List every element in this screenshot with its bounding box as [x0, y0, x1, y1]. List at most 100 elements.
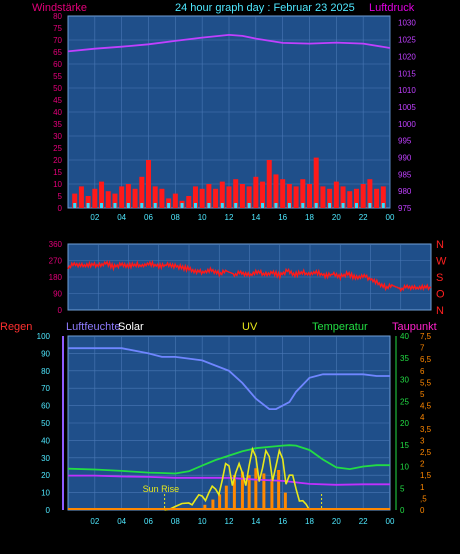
uv-tick-label: 0 — [420, 506, 425, 515]
wind-bar — [307, 184, 312, 208]
wind-bar — [85, 196, 91, 208]
wind-bar — [233, 179, 239, 208]
wind-bar — [213, 188, 219, 208]
solar-bar — [283, 492, 287, 510]
uv-tick-label: 4 — [420, 413, 425, 422]
wind-tick-label: 35 — [53, 120, 62, 129]
wind-bar — [226, 186, 232, 208]
wind-bar — [159, 188, 165, 208]
direction-tick-label: 360 — [49, 240, 63, 249]
regen-tick-label: 0 — [46, 506, 51, 515]
uv-tick-label: 5,5 — [420, 378, 432, 387]
x-tick-label: 06 — [144, 213, 153, 222]
solar-label: Solar — [118, 321, 144, 333]
wind-bar — [380, 186, 386, 208]
temperature-tick-label: 40 — [400, 332, 409, 341]
regen-tick-label: 50 — [41, 419, 50, 428]
gust-baseline-bars — [73, 203, 385, 208]
wind-bar — [239, 184, 245, 208]
pressure-tick-label: 985 — [398, 170, 412, 179]
wind-tick-label: 45 — [53, 96, 62, 105]
direction-tick-label: 270 — [49, 257, 63, 266]
regen-tick-label: 100 — [37, 332, 51, 341]
x-tick-label: 18 — [305, 517, 314, 526]
compass-label: N — [436, 305, 444, 317]
x-tick-label: 14 — [251, 213, 260, 222]
regen-tick-label: 80 — [41, 367, 50, 376]
wind-bar — [266, 160, 272, 208]
gust-bar — [126, 203, 130, 208]
uv-tick-label: 6,5 — [420, 355, 432, 364]
solar-bar — [262, 473, 266, 510]
temperature-tick-label: 15 — [400, 441, 409, 450]
wind-bar — [72, 193, 78, 208]
page-title: 24 hour graph day : Februar 23 2025 — [175, 2, 355, 14]
pressure-tick-label: 995 — [398, 137, 412, 146]
uv-tick-labels: 0 ,5 1 1,5 2 2,5 3 3,5 4 4,5 5 5,5 6 6,5 7 7,5 — [420, 332, 432, 515]
x-tick-label: 08 — [171, 517, 180, 526]
x-tick-label: 16 — [278, 213, 287, 222]
wind-bar — [360, 184, 366, 208]
wind-bar — [313, 157, 319, 208]
taupunkt-label: Taupunkt — [392, 321, 437, 333]
wind-left-tick-labels: 0 5 10 15 20 25 30 35 40 45 50 55 60 65 70 75 80 — [53, 12, 62, 213]
wind-tick-label: 80 — [53, 12, 62, 21]
gust-bar — [234, 203, 238, 208]
wind-bar — [132, 188, 138, 208]
sun-rise-annotation: Sun Rise — [143, 484, 180, 494]
temperature-line — [67, 444, 390, 475]
wind-bar — [340, 186, 346, 208]
gust-bar — [341, 203, 345, 208]
solar-bars — [203, 468, 287, 510]
regen-tick-label: 20 — [41, 471, 50, 480]
wind-tick-label: 10 — [53, 180, 62, 189]
uv-tick-label: 3 — [420, 436, 425, 445]
humidity-line — [68, 347, 390, 410]
gust-bar — [301, 203, 305, 208]
wind-tick-label: 15 — [53, 168, 62, 177]
gust-bar — [140, 203, 144, 208]
wind-bar — [320, 186, 326, 208]
temperature-tick-label: 25 — [400, 397, 409, 406]
x-tick-label: 04 — [117, 213, 126, 222]
uv-label: UV — [242, 321, 258, 333]
temperature-tick-label: 10 — [400, 463, 409, 472]
x-tick-label: 10 — [198, 213, 207, 222]
pressure-tick-label: 1005 — [398, 103, 416, 112]
gust-bar — [153, 203, 157, 208]
gust-bar — [180, 203, 184, 208]
compass-label: N — [436, 239, 444, 251]
wind-bar — [293, 186, 299, 208]
wind-tick-label: 60 — [53, 60, 62, 69]
solar-bar — [254, 468, 258, 510]
compass-label: O — [436, 289, 445, 301]
x-tick-label: 12 — [225, 517, 234, 526]
pressure-right-tick-labels: 975 980 985 990 995 1000 1005 1010 1015 1020 1025 1… — [398, 19, 416, 213]
wind-bar — [367, 179, 373, 208]
wind-bar — [206, 184, 212, 208]
wind-tick-label: 20 — [53, 156, 62, 165]
solar-bar — [240, 471, 244, 510]
wind-bar — [246, 186, 252, 208]
gust-bar — [314, 203, 318, 208]
direction-tick-label: 180 — [49, 273, 63, 282]
x-tick-label: 02 — [90, 517, 99, 526]
gust-bar — [274, 203, 278, 208]
x-tick-label: 02 — [90, 213, 99, 222]
compass-label: S — [436, 272, 443, 284]
wind-bar — [139, 176, 145, 208]
wind-tick-label: 65 — [53, 48, 62, 57]
solar-bar — [247, 475, 251, 510]
wind-tick-label: 30 — [53, 132, 62, 141]
temperature-tick-label: 20 — [400, 419, 409, 428]
wind-bar — [353, 188, 359, 208]
x-tick-label: 00 — [386, 213, 395, 222]
gust-bar — [287, 203, 291, 208]
pressure-line — [67, 33, 391, 53]
solar-bar — [224, 485, 228, 510]
x-tick-label: 20 — [332, 213, 341, 222]
pressure-tick-label: 990 — [398, 153, 412, 162]
regen-tick-label: 10 — [41, 489, 50, 498]
gust-bar — [100, 203, 104, 208]
